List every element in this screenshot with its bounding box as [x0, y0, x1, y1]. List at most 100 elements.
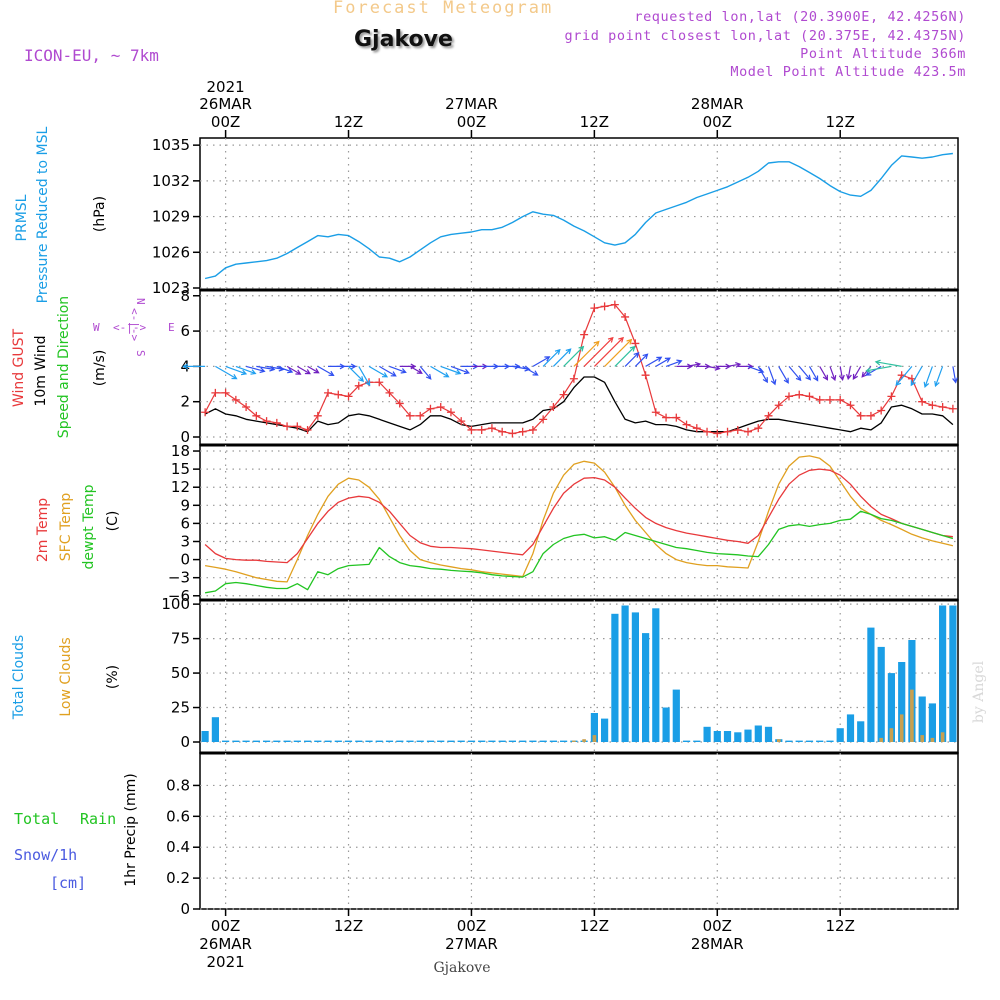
point-altitude: Point Altitude 366m [800, 46, 966, 62]
top-year-label: 2021 [207, 78, 245, 96]
gust-marker [375, 378, 384, 387]
total-cloud-bar [242, 740, 250, 742]
wind-arrow [655, 357, 671, 367]
wind-arrow [348, 365, 365, 382]
wind-arrow [593, 336, 624, 367]
y-tick-label: 0 [180, 551, 190, 569]
wind-arrow [706, 365, 721, 371]
total-cloud-bar [426, 740, 435, 742]
total-cloud-bar [273, 740, 281, 742]
gust-marker [866, 411, 875, 420]
gust-marker [887, 392, 896, 401]
total-cloud-bar [324, 740, 332, 742]
wind-arrow [798, 366, 812, 381]
gust-marker [354, 381, 363, 390]
gust-marker [580, 330, 589, 339]
cloud-labels: Total Clouds Low Clouds (%) [11, 635, 121, 720]
total-cloud-bar [304, 740, 312, 742]
2m-temp-label: 2m Temp [35, 498, 51, 562]
total-cloud-bar [437, 740, 445, 742]
clouds-panel-frame [199, 599, 959, 754]
low-cloud-bar [930, 737, 935, 742]
gust-marker [446, 408, 455, 417]
total-cloud-bar [385, 740, 394, 742]
wind-arrow [235, 365, 257, 375]
gust-marker [590, 304, 599, 313]
wind-arrow [419, 366, 432, 380]
y-tick-label: 12 [171, 478, 190, 496]
wind-arrow [737, 363, 754, 370]
low-cloud-bar [940, 732, 945, 742]
total-cloud-bar [293, 740, 301, 742]
gust-marker [733, 425, 742, 434]
total-cloud-bar [672, 689, 680, 742]
y-tick-label: 0.6 [166, 807, 190, 825]
total-cloud-bar [642, 633, 650, 742]
bottom-date-label: 27MAR [445, 935, 498, 953]
wind-arrow [215, 365, 238, 380]
compass-vertical: <-|-> [128, 308, 141, 341]
wind-arrow [378, 365, 397, 377]
gust-marker [713, 429, 722, 438]
wind-arrow [819, 366, 829, 381]
low-cloud-bar [879, 737, 883, 742]
gust-marker [324, 388, 333, 397]
grid-lines [193, 138, 958, 910]
bottom-hour-label: 00Z [211, 917, 240, 935]
y-tick-label: 1032 [152, 172, 190, 190]
total-cloud-bar [826, 740, 834, 742]
wind-arrow [182, 363, 206, 370]
total-cloud-bar [734, 732, 742, 742]
y-tick-label: 8 [180, 287, 190, 305]
y-tick-label: 6 [180, 514, 190, 532]
gust-marker [303, 425, 312, 434]
gust-marker [651, 408, 660, 417]
total-cloud-bar [222, 740, 230, 742]
gust-marker [938, 402, 947, 411]
gust-marker [477, 425, 486, 434]
gust-marker [426, 404, 435, 413]
wind-arrow [838, 366, 845, 382]
wind-arrow [297, 365, 311, 375]
gust-marker [498, 427, 507, 436]
top-date-label: 28MAR [691, 95, 744, 113]
bottom-hour-label: 12Z [334, 917, 363, 935]
gust-marker [313, 411, 322, 420]
gust-marker [795, 390, 804, 399]
bottom-date-label: 28MAR [691, 935, 744, 953]
total-cloud-bar [785, 740, 793, 742]
pressure-labels: PRMSL Pressure Reduced to MSL (hPa) [14, 126, 108, 303]
y-tick-label: 75 [171, 630, 190, 648]
total-cloud-bar [355, 740, 363, 742]
wind-arrow [846, 366, 852, 381]
total-cloud-bar [887, 673, 895, 742]
total-cloud-bar [928, 703, 936, 742]
wind-arrow [358, 366, 371, 387]
gust-marker [283, 422, 292, 431]
total-cloud-bar [898, 662, 906, 742]
compass-north: N [134, 298, 147, 305]
gridpoint-coords: grid point closest lon,lat (20.375E, 42.… [564, 28, 966, 44]
precip-labels: Total Rain Snow/1h [cm] 1hr Precip (mm) [14, 773, 139, 892]
total-cloud-bar [375, 740, 383, 742]
total-cloud-bar [467, 740, 476, 742]
total-cloud-bar [406, 740, 414, 742]
total-cloud-bar [201, 731, 209, 742]
wind-arrow [563, 345, 585, 367]
gust-marker [672, 413, 681, 422]
watermark: by Angel [971, 660, 987, 723]
wind-arrow [614, 345, 636, 367]
gust-marker [621, 312, 630, 321]
low-cloud-bar [889, 728, 894, 742]
footer-location: Gjakove [434, 960, 491, 976]
top-date-label: 26MAR [199, 95, 252, 113]
gust-marker [528, 425, 537, 434]
wind-arrow [778, 366, 789, 384]
total-cloud-bar [314, 740, 322, 742]
total-cloud-bar [232, 740, 240, 742]
location-title: Gjakove [354, 27, 453, 52]
gust-marker [231, 395, 240, 404]
low-cloud-bar [592, 735, 597, 742]
